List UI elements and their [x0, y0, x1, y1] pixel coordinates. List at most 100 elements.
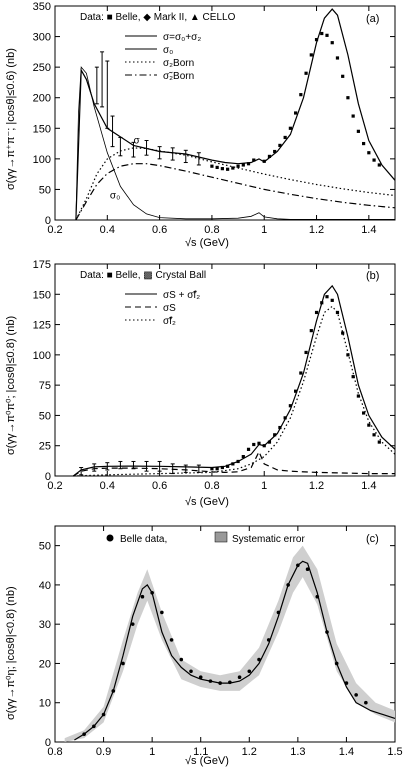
data-point [351, 114, 355, 118]
x-tick-label: 0.4 [100, 480, 115, 492]
data-point [346, 96, 350, 100]
panel-c-legend-systematic: Systematic error [232, 534, 305, 545]
y-tick-label: 50 [39, 184, 51, 196]
data-point [231, 166, 235, 170]
x-tick-label: 0.9 [96, 746, 111, 758]
series-line-0 [75, 8, 396, 221]
panel-b-chart: 0.2 0.4 0.6 0.8 1 1.2 1.4 0 25 50 75 100 125 150 175 σ… [5, 259, 396, 508]
panel-c-marks [64, 545, 396, 742]
series-line-1 [75, 66, 395, 221]
panel-a-label: (a) [366, 13, 379, 25]
data-point [344, 681, 349, 685]
y-tick-label: 30 [39, 619, 51, 631]
data-point [247, 669, 252, 674]
data-point [241, 455, 245, 459]
annotation-sigma: σ [133, 136, 140, 147]
line-legend-0: σ=σ₀+σ₂ σ₀ σ₂Born σ̃₂Born [125, 32, 201, 82]
legend-label: σ₂Born [163, 58, 194, 69]
data-point [220, 465, 224, 470]
y-tick-label: 100 [33, 154, 51, 166]
data-point [351, 375, 355, 379]
panel-a-ticks: 0.2 0.4 0.6 0.8 1 1.2 1.4 0 50 100 150 200 250 300 350 [33, 1, 395, 236]
data-point [92, 724, 96, 729]
data-point [111, 689, 116, 693]
data-point [160, 610, 164, 615]
data-point [372, 158, 376, 162]
x-tick-label: 1.3 [290, 746, 305, 758]
legend-label: σ=σ₀+σ₂ [163, 32, 201, 43]
y-tick-label: 0 [45, 215, 51, 227]
panel-c-label: (c) [366, 533, 379, 545]
panel-c-ticks: 0.8 0.9 1 1.1 1.2 1.3 1.4 1.5 0 10 20 30 40 50 [39, 526, 403, 758]
data-point [299, 93, 303, 97]
data-point [82, 732, 86, 736]
x-tick-label: 0.8 [47, 746, 62, 758]
data-point [262, 444, 266, 448]
data-point [330, 41, 334, 45]
panel-b-ticks: 0.2 0.4 0.6 0.8 1 1.2 1.4 0 25 50 75 100 125 150 175 [33, 259, 395, 492]
panel-b-data-legend: Data: ■ Belle, ▩ Crystal Ball [80, 270, 206, 281]
x-tick-label: 1.1 [193, 746, 208, 758]
data-point [257, 441, 261, 445]
data-point [294, 111, 298, 115]
y-tick-label: 150 [33, 123, 51, 135]
data-point [325, 33, 329, 37]
data-point [276, 610, 281, 615]
series-line-2 [75, 147, 396, 221]
data-point [356, 129, 360, 133]
data-point [288, 126, 292, 130]
panel-b-ylabel: σ(γγ→π⁰π⁰; |cosθ|≤0.8) (nb) [5, 316, 17, 455]
y-tick-label: 300 [33, 32, 51, 44]
y-tick-label: 100 [33, 350, 51, 362]
x-tick-label: 0.8 [204, 224, 219, 236]
data-point [305, 567, 310, 571]
data-point [362, 141, 366, 146]
data-point [367, 151, 371, 155]
data-point [252, 158, 256, 162]
y-tick-label: 75 [39, 380, 51, 392]
legend-label: σ̃₂Born [163, 71, 194, 82]
series-line-3 [75, 163, 396, 221]
data-point [299, 371, 303, 375]
data-point [377, 163, 381, 167]
panel-a-frame [54, 5, 396, 221]
x-tick-label: 1.4 [339, 746, 354, 758]
data-point [341, 74, 345, 78]
data-point [314, 310, 319, 315]
x-tick-label: 0.8 [204, 480, 219, 492]
y-tick-label: 50 [39, 541, 51, 553]
data-point [169, 638, 174, 642]
panel-b-marks: σS + σ̃f₂ σS σ̃f₂ [72, 284, 396, 477]
panel-a-data-legend: Data: ■ Belle, ◆ Mark II, ▲ CELLO [80, 12, 236, 23]
data-point [257, 657, 261, 662]
data-point [210, 164, 214, 168]
series-line-0 [74, 560, 396, 741]
panel-c-xlabel: √s (GeV) [185, 755, 229, 767]
data-point [273, 149, 277, 154]
data-point [334, 661, 339, 666]
data-point [330, 298, 334, 302]
data-point [231, 462, 235, 466]
line-legend-1: σS + σ̃f₂ σS σ̃f₂ [125, 290, 200, 327]
data-point [226, 167, 230, 171]
annotation-sigma0: σ₀ [110, 191, 120, 202]
data-point [215, 467, 219, 471]
data-point [150, 590, 154, 595]
data-point [283, 416, 287, 420]
data-point [267, 440, 272, 444]
data-point [215, 165, 219, 170]
data-point [252, 442, 256, 447]
data-point [189, 669, 193, 674]
data-point [140, 594, 145, 599]
data-point [309, 329, 313, 333]
x-tick-label: 1.2 [242, 746, 257, 758]
data-point [341, 331, 345, 335]
y-tick-label: 175 [33, 259, 51, 271]
y-tick-label: 250 [33, 62, 51, 74]
data-point [362, 411, 366, 415]
data-point [246, 447, 251, 451]
legend-label: σS + σ̃f₂ [163, 290, 200, 301]
panel-b-xlabel: √s (GeV) [185, 496, 229, 508]
data-point [130, 622, 135, 626]
